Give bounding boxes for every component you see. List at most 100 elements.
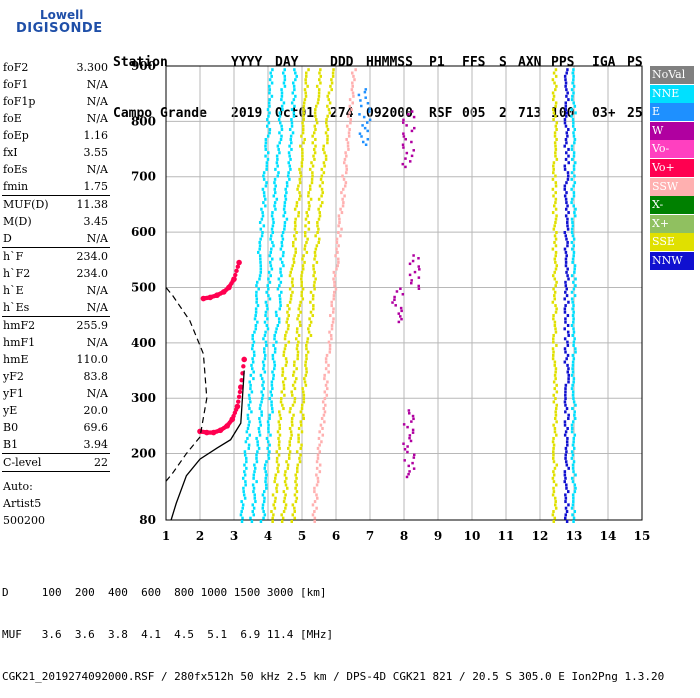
interference-mark xyxy=(273,476,277,480)
echo-mark xyxy=(404,165,407,169)
interference-mark xyxy=(294,250,297,254)
interference-mark xyxy=(554,154,557,158)
param-value: 3.55 xyxy=(83,146,109,159)
interference-mark xyxy=(290,433,293,437)
interference-mark xyxy=(297,184,300,188)
interference-mark xyxy=(571,221,574,225)
interference-mark xyxy=(298,194,302,198)
interference-mark xyxy=(297,314,300,318)
interference-mark xyxy=(553,503,557,507)
interference-mark xyxy=(310,177,314,181)
interference-mark xyxy=(553,387,556,391)
interference-mark xyxy=(269,71,272,75)
interference-mark xyxy=(554,124,558,128)
interference-mark xyxy=(565,510,569,514)
interference-mark xyxy=(259,237,262,241)
interference-mark xyxy=(284,333,287,337)
interference-mark xyxy=(273,187,277,191)
interference-mark xyxy=(553,224,556,228)
interference-mark xyxy=(319,423,323,427)
param-key: yE xyxy=(3,404,18,417)
interference-mark xyxy=(552,194,555,198)
interference-mark xyxy=(290,121,294,125)
echo-mark xyxy=(408,273,412,277)
echo-mark xyxy=(410,154,414,158)
interference-mark xyxy=(289,134,293,138)
echo-mark xyxy=(363,126,367,130)
autoscale-version: 500200 xyxy=(3,514,45,527)
interference-mark xyxy=(296,343,299,347)
interference-mark xyxy=(323,420,326,424)
interference-mark xyxy=(282,387,286,391)
interference-mark xyxy=(265,324,269,328)
interference-mark xyxy=(300,290,304,294)
interference-mark xyxy=(573,264,577,268)
interference-mark xyxy=(311,141,315,145)
interference-mark xyxy=(570,177,573,181)
interference-mark xyxy=(277,453,281,457)
interference-mark xyxy=(260,397,264,401)
y-tick-label: 800 xyxy=(131,114,156,128)
interference-mark xyxy=(252,340,256,344)
interference-mark xyxy=(250,367,254,371)
interference-mark xyxy=(241,503,245,507)
interference-mark xyxy=(276,324,280,328)
interference-mark xyxy=(273,177,277,181)
interference-mark xyxy=(573,211,576,215)
header-cell: Station xyxy=(113,55,168,70)
interference-mark xyxy=(553,426,557,430)
y-tick-label: 300 xyxy=(131,391,156,405)
legend-item-w: W xyxy=(650,121,694,140)
interference-mark xyxy=(564,290,567,294)
interference-mark xyxy=(290,267,294,271)
interference-mark xyxy=(261,360,265,364)
interference-mark xyxy=(248,407,251,411)
interference-mark xyxy=(573,104,577,108)
interference-mark xyxy=(293,516,296,520)
interference-mark xyxy=(266,307,269,311)
interference-mark xyxy=(286,466,290,470)
interference-mark xyxy=(572,440,575,444)
interference-mark xyxy=(323,377,326,381)
interference-mark xyxy=(296,353,300,357)
interference-mark xyxy=(273,506,277,510)
interference-mark xyxy=(324,360,328,364)
interference-mark xyxy=(263,370,267,374)
interference-mark xyxy=(323,410,327,414)
interference-mark xyxy=(260,377,264,381)
x-tick-label: 14 xyxy=(600,529,617,543)
interference-mark xyxy=(265,473,268,477)
interference-mark xyxy=(278,433,282,437)
o-trace-mark xyxy=(241,364,246,369)
interference-mark xyxy=(279,270,282,274)
interference-mark xyxy=(261,393,265,397)
interference-mark xyxy=(572,496,575,500)
interference-mark xyxy=(270,94,274,98)
interference-mark xyxy=(572,287,576,291)
interference-mark xyxy=(270,407,274,411)
echo-mark xyxy=(368,118,372,122)
interference-mark xyxy=(278,114,282,118)
interference-mark xyxy=(260,390,263,394)
interference-mark xyxy=(552,453,555,457)
logo-line1: Lowell xyxy=(40,8,84,22)
interference-mark xyxy=(572,84,576,88)
interference-mark xyxy=(308,324,312,328)
interference-mark xyxy=(302,108,305,112)
echo-mark xyxy=(412,467,416,470)
echo-mark xyxy=(399,315,402,318)
interference-mark xyxy=(573,137,577,141)
interference-mark xyxy=(270,403,273,407)
interference-mark xyxy=(297,440,300,444)
interference-mark xyxy=(281,367,284,371)
interference-mark xyxy=(342,177,346,181)
interference-mark xyxy=(565,294,569,298)
interference-mark xyxy=(275,154,279,158)
interference-mark xyxy=(279,247,283,251)
interference-mark xyxy=(552,314,555,318)
interference-mark xyxy=(573,294,577,298)
interference-mark xyxy=(278,423,281,427)
interference-mark xyxy=(258,420,262,424)
interference-mark xyxy=(329,84,332,88)
interference-mark xyxy=(252,506,256,510)
